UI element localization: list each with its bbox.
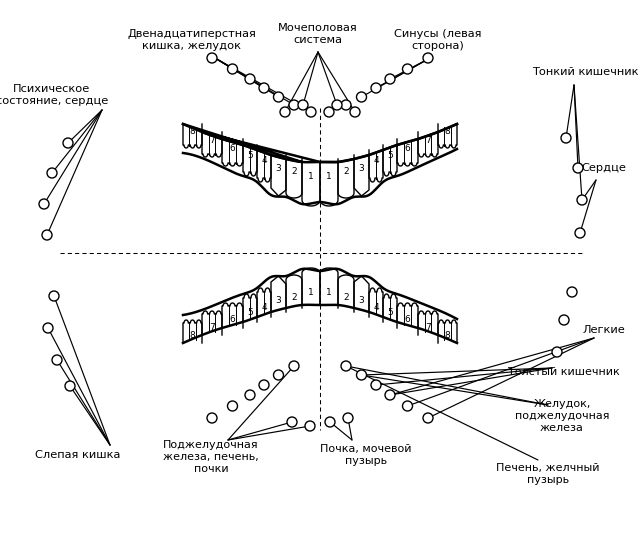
Circle shape xyxy=(350,107,360,117)
Text: 1: 1 xyxy=(326,288,332,298)
Text: 8: 8 xyxy=(445,127,451,137)
Text: Двенадцатиперстная
кишка, желудок: Двенадцатиперстная кишка, желудок xyxy=(127,29,257,51)
Text: Легкие: Легкие xyxy=(582,325,625,335)
Circle shape xyxy=(289,100,299,110)
Text: 3: 3 xyxy=(276,164,282,173)
Text: Желудок,
поджелудочная
железа: Желудок, поджелудочная железа xyxy=(515,399,609,433)
Text: 4: 4 xyxy=(373,156,379,165)
Circle shape xyxy=(559,315,569,325)
Circle shape xyxy=(207,53,217,63)
Circle shape xyxy=(39,199,49,209)
Text: Слепая кишка: Слепая кишка xyxy=(35,450,121,460)
Circle shape xyxy=(403,64,413,74)
Circle shape xyxy=(280,107,290,117)
Text: 8: 8 xyxy=(445,331,451,340)
Text: Печень, желчный
пузырь: Печень, желчный пузырь xyxy=(496,463,600,485)
Circle shape xyxy=(371,380,381,390)
Text: 1: 1 xyxy=(326,172,332,181)
Circle shape xyxy=(324,107,334,117)
Text: 8: 8 xyxy=(189,127,195,137)
Text: 3: 3 xyxy=(358,164,364,173)
Circle shape xyxy=(561,133,571,143)
Text: 3: 3 xyxy=(358,296,364,305)
Text: Мочеполовая
система: Мочеполовая система xyxy=(278,23,358,45)
Circle shape xyxy=(52,355,62,365)
Circle shape xyxy=(43,323,53,333)
Text: Сердце: Сердце xyxy=(582,163,627,173)
Circle shape xyxy=(273,370,284,380)
Text: 2: 2 xyxy=(291,293,297,302)
Text: 6: 6 xyxy=(404,144,410,153)
Circle shape xyxy=(245,390,255,400)
Circle shape xyxy=(385,390,395,400)
Text: 1: 1 xyxy=(308,172,314,181)
Text: 2: 2 xyxy=(343,293,349,302)
Circle shape xyxy=(306,107,316,117)
Circle shape xyxy=(245,74,255,84)
Text: 5: 5 xyxy=(247,308,253,318)
Circle shape xyxy=(63,138,73,148)
Text: 7: 7 xyxy=(209,322,215,332)
Circle shape xyxy=(332,100,342,110)
Text: 6: 6 xyxy=(230,315,236,324)
Circle shape xyxy=(47,168,57,178)
Text: 7: 7 xyxy=(425,136,431,145)
Circle shape xyxy=(325,417,335,427)
Circle shape xyxy=(356,370,367,380)
Text: 7: 7 xyxy=(209,136,215,145)
Text: 2: 2 xyxy=(343,167,349,176)
Circle shape xyxy=(289,361,299,371)
Text: Синусы (левая
сторона): Синусы (левая сторона) xyxy=(394,29,482,51)
Circle shape xyxy=(227,401,237,411)
Text: Тонкий кишечник: Тонкий кишечник xyxy=(532,67,638,77)
Circle shape xyxy=(573,163,583,173)
Text: 8: 8 xyxy=(189,331,195,340)
Circle shape xyxy=(298,100,308,110)
Text: 7: 7 xyxy=(425,322,431,332)
Circle shape xyxy=(385,74,395,84)
Circle shape xyxy=(305,421,315,431)
Text: 5: 5 xyxy=(387,151,393,160)
Circle shape xyxy=(273,92,284,102)
Circle shape xyxy=(287,417,297,427)
Circle shape xyxy=(577,195,587,205)
Circle shape xyxy=(356,92,367,102)
Text: 5: 5 xyxy=(387,308,393,318)
Text: 6: 6 xyxy=(230,144,236,153)
Circle shape xyxy=(567,287,577,297)
Text: 5: 5 xyxy=(247,151,253,160)
Text: Толстый кишечник: Толстый кишечник xyxy=(508,367,620,377)
Circle shape xyxy=(259,380,269,390)
Text: 4: 4 xyxy=(261,303,267,312)
Circle shape xyxy=(552,347,562,357)
Circle shape xyxy=(575,228,585,238)
Text: 4: 4 xyxy=(373,303,379,312)
Circle shape xyxy=(341,361,351,371)
Circle shape xyxy=(423,53,433,63)
Text: Психическое
состояние, сердце: Психическое состояние, сердце xyxy=(0,84,108,106)
Text: 2: 2 xyxy=(291,167,297,176)
Text: 4: 4 xyxy=(261,156,267,165)
Circle shape xyxy=(42,230,52,240)
Circle shape xyxy=(65,381,75,391)
Circle shape xyxy=(371,83,381,93)
Circle shape xyxy=(259,83,269,93)
Circle shape xyxy=(227,64,237,74)
Text: 6: 6 xyxy=(404,315,410,324)
Text: 3: 3 xyxy=(276,296,282,305)
Text: 1: 1 xyxy=(308,288,314,298)
Circle shape xyxy=(49,291,59,301)
Text: Почка, мочевой
пузырь: Почка, мочевой пузырь xyxy=(320,444,412,466)
Circle shape xyxy=(423,413,433,423)
Circle shape xyxy=(341,100,351,110)
Circle shape xyxy=(343,413,353,423)
Circle shape xyxy=(207,413,217,423)
Circle shape xyxy=(403,401,413,411)
Text: Поджелудочная
железа, печень,
почки: Поджелудочная железа, печень, почки xyxy=(163,441,259,474)
